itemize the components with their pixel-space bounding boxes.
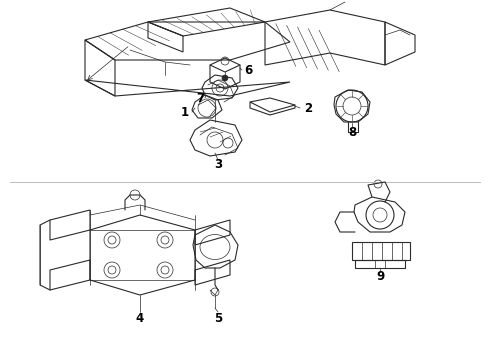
Text: 3: 3	[214, 158, 222, 171]
Text: 6: 6	[244, 63, 252, 77]
Text: 8: 8	[348, 126, 356, 139]
Circle shape	[222, 75, 228, 81]
Text: 9: 9	[376, 270, 384, 284]
Text: 2: 2	[304, 102, 312, 114]
Text: 4: 4	[136, 311, 144, 324]
Text: 1: 1	[181, 105, 189, 118]
Text: 7: 7	[196, 91, 204, 104]
Text: 5: 5	[214, 311, 222, 324]
